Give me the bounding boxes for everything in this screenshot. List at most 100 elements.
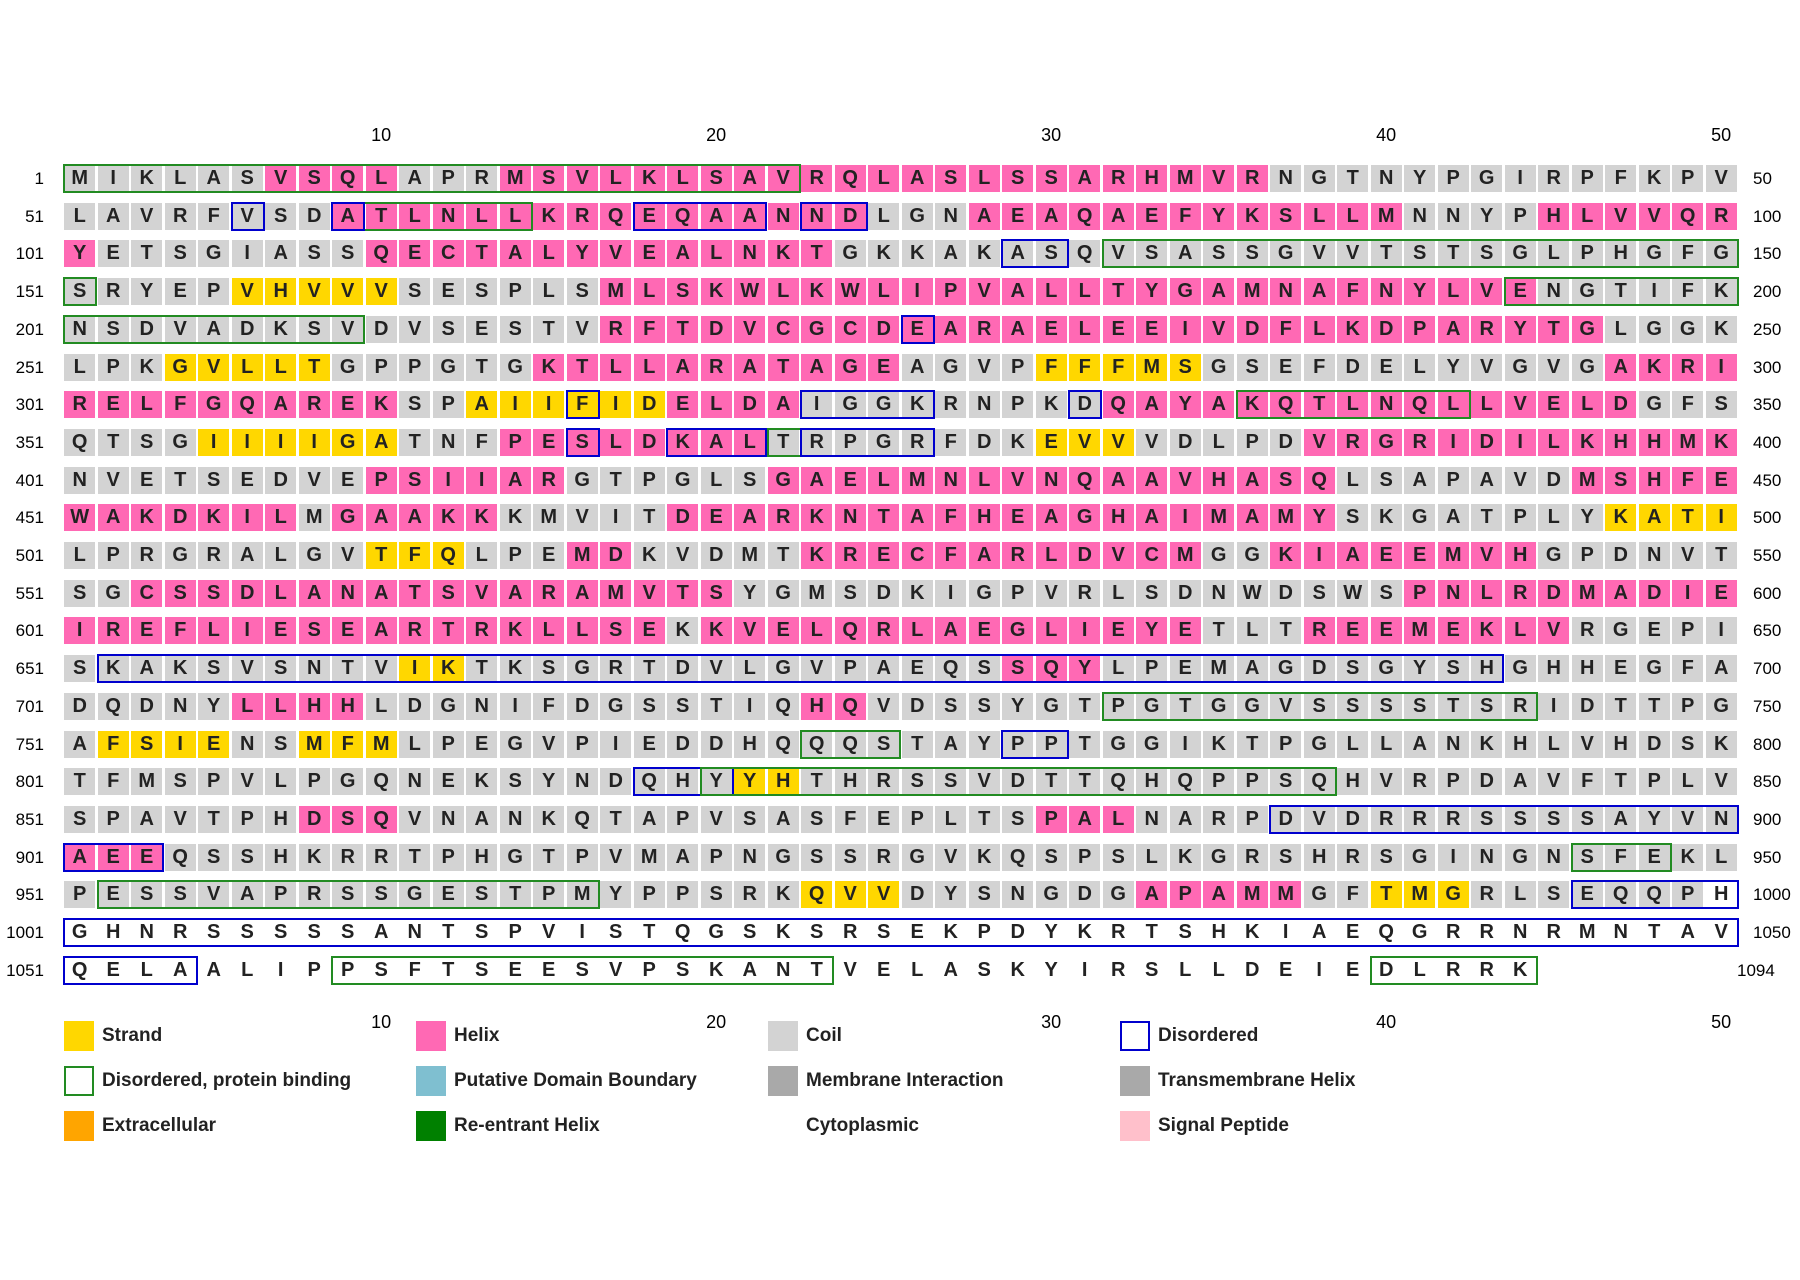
row-end-position: 950 (1753, 847, 1782, 867)
residue-cell: G (834, 353, 866, 381)
legend-label: Transmembrane Helix (1158, 1070, 1356, 1091)
residue-cell: V (1714, 921, 1728, 943)
residue-cell: I (533, 391, 565, 419)
residue-cell: Q (633, 768, 665, 796)
residue-cell: R (64, 391, 96, 419)
residue-cell: K (767, 881, 799, 909)
residue-cell: T (633, 504, 665, 532)
residue-cell: Q (365, 240, 397, 268)
residue-cell: G (1504, 843, 1536, 871)
residue-cell: S (298, 617, 330, 645)
residue-cell: L (231, 353, 263, 381)
residue-cell: L (868, 466, 900, 494)
residue-cell: S (667, 692, 699, 720)
residue-cell: I (399, 655, 431, 683)
residue-cell: V (968, 768, 1000, 796)
residue-cell: D (667, 655, 699, 683)
residue-cell: G (332, 504, 364, 532)
residue-cell: V (1203, 165, 1235, 192)
residue-cell: D (1538, 579, 1570, 607)
residue-cell: T (399, 428, 431, 456)
residue-cell: G (1203, 353, 1235, 381)
row-start-position: 1001 (6, 923, 44, 942)
residue-cell: T (365, 542, 397, 569)
residue-cell: L (1236, 617, 1268, 645)
residue-cell: I (1705, 353, 1737, 381)
residue-cell: V (1102, 542, 1134, 569)
residue-cell: M (1169, 165, 1201, 192)
residue-cell: P (432, 730, 464, 758)
residue-cell: S (198, 655, 230, 683)
residue-cell: Y (533, 768, 565, 796)
residue-cell: P (1437, 768, 1469, 796)
residue-cell: T (1370, 881, 1402, 909)
residue-cell: Q (1605, 881, 1637, 909)
residue-cell: S (1404, 692, 1436, 720)
residue-cell: P (1236, 428, 1268, 456)
residue-cell: H (1638, 466, 1670, 494)
residue-cell: Q (834, 692, 866, 720)
residue-cell: E (1169, 617, 1201, 645)
residue-cell: I (1672, 579, 1704, 607)
residue-cell: H (105, 921, 121, 943)
legend-swatch-icon (416, 1066, 446, 1096)
residue-cell: G (1571, 315, 1603, 343)
residue-cell: A (365, 504, 397, 532)
residue-cell: E (877, 958, 891, 981)
residue-cell: A (365, 428, 397, 456)
legend-item: Helix (416, 1020, 499, 1052)
residue-cell: E (1002, 202, 1034, 230)
row-start-position: 601 (15, 621, 44, 641)
residue-cell: F (1337, 881, 1369, 909)
residue-cell: H (1504, 730, 1536, 758)
residue-cell: S (298, 165, 330, 192)
residue-cell: R (600, 315, 632, 343)
legend-item: Strand (64, 1020, 162, 1052)
residue-cell: Q (767, 730, 799, 758)
residue-cell: T (64, 768, 96, 796)
residue-cell: V (1136, 428, 1168, 456)
residue-cell: R (1538, 165, 1570, 192)
residue-cell: G (901, 843, 933, 871)
residue-cell: I (1169, 504, 1201, 532)
residue-cell: R (1479, 958, 1494, 981)
residue-cell: D (1069, 391, 1101, 419)
residue-cell: P (1504, 504, 1536, 532)
residue-cell: L (633, 353, 665, 381)
legend-swatch-icon (768, 1066, 798, 1096)
row-start-position: 1051 (6, 960, 44, 980)
residue-cell: C (901, 542, 933, 569)
residue-cell: E (97, 240, 129, 268)
row-start-position: 201 (15, 319, 44, 339)
residue-cell: T (1069, 768, 1101, 796)
residue-cell: R (868, 843, 900, 871)
residue-cell: V (1370, 768, 1402, 796)
residue-cell: V (1605, 202, 1637, 230)
residue-cell: S (1002, 655, 1034, 683)
residue-cell: F (935, 542, 967, 569)
residue-cell: I (1705, 504, 1737, 532)
residue-cell: D (1471, 428, 1503, 456)
residue-cell: R (332, 843, 364, 871)
residue-cell: V (1471, 542, 1503, 569)
residue-cell: Y (600, 881, 632, 909)
legend-label: Disordered (1158, 1025, 1259, 1046)
residue-cell: A (1236, 466, 1268, 494)
residue-cell: E (1346, 921, 1360, 943)
residue-cell: S (374, 958, 388, 981)
residue-cell: V (566, 165, 598, 192)
residue-cell: V (1705, 768, 1737, 796)
legend-label: Disordered, protein binding (102, 1070, 352, 1091)
residue-cell: V (466, 579, 498, 607)
residue-cell: F (935, 428, 967, 456)
residue-cell: L (700, 240, 732, 268)
residue-cell: A (231, 881, 263, 909)
residue-cell: E (1279, 958, 1293, 981)
residue-cell: L (533, 240, 565, 268)
residue-cell: A (1638, 504, 1670, 532)
residue-cell: K (1035, 391, 1067, 419)
row-end-position: 750 (1753, 696, 1782, 716)
residue-cell: D (1638, 579, 1670, 607)
residue-cell: D (1370, 315, 1402, 343)
